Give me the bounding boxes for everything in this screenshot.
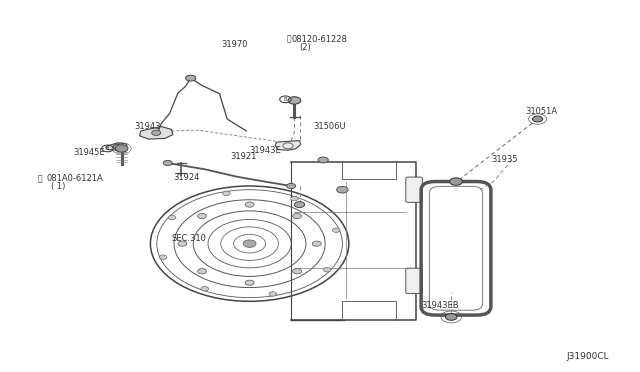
Text: Ⓑ: Ⓑ	[37, 174, 42, 183]
Circle shape	[178, 241, 187, 246]
Circle shape	[115, 145, 128, 152]
Text: 31506U: 31506U	[314, 122, 346, 131]
Text: 08120-61228: 08120-61228	[291, 35, 347, 44]
Text: 31921: 31921	[230, 153, 257, 161]
Circle shape	[445, 314, 457, 320]
Circle shape	[159, 255, 167, 259]
Circle shape	[312, 241, 321, 246]
Circle shape	[291, 196, 298, 201]
PathPatch shape	[275, 141, 301, 150]
Circle shape	[450, 178, 463, 185]
FancyBboxPatch shape	[406, 177, 422, 202]
Text: 31935: 31935	[492, 155, 518, 164]
Circle shape	[294, 202, 305, 208]
Text: B: B	[284, 97, 287, 102]
Circle shape	[113, 144, 121, 149]
Text: 31051A: 31051A	[525, 107, 557, 116]
Text: 081A0-6121A: 081A0-6121A	[46, 174, 103, 183]
Text: Ⓑ: Ⓑ	[287, 34, 292, 43]
Text: 31945E: 31945E	[74, 148, 105, 157]
Circle shape	[245, 202, 254, 207]
Circle shape	[292, 214, 301, 219]
Circle shape	[318, 157, 328, 163]
Text: B: B	[106, 146, 109, 151]
Text: 31943E: 31943E	[250, 146, 282, 155]
Circle shape	[198, 214, 207, 219]
Circle shape	[201, 286, 209, 291]
Circle shape	[287, 183, 296, 189]
Circle shape	[152, 130, 161, 135]
Circle shape	[292, 269, 301, 274]
Circle shape	[532, 116, 543, 122]
Circle shape	[288, 97, 301, 104]
Circle shape	[332, 228, 340, 232]
Circle shape	[223, 191, 230, 196]
Circle shape	[243, 240, 256, 247]
Circle shape	[198, 269, 207, 274]
Text: J31900CL: J31900CL	[566, 352, 609, 361]
Text: 31943EB: 31943EB	[421, 301, 459, 310]
PathPatch shape	[106, 143, 127, 150]
Text: 31924: 31924	[173, 173, 199, 182]
Text: SEC.310: SEC.310	[172, 234, 206, 243]
Text: 31970: 31970	[221, 40, 247, 49]
Text: 31943: 31943	[134, 122, 161, 131]
Circle shape	[337, 186, 348, 193]
Circle shape	[245, 280, 254, 285]
Circle shape	[168, 215, 176, 220]
Circle shape	[186, 75, 196, 81]
PathPatch shape	[140, 126, 173, 139]
Circle shape	[323, 267, 331, 272]
Text: ( 1): ( 1)	[51, 182, 65, 191]
Circle shape	[163, 160, 172, 166]
FancyBboxPatch shape	[406, 268, 422, 294]
Text: (2): (2)	[300, 43, 311, 52]
Circle shape	[269, 292, 276, 296]
